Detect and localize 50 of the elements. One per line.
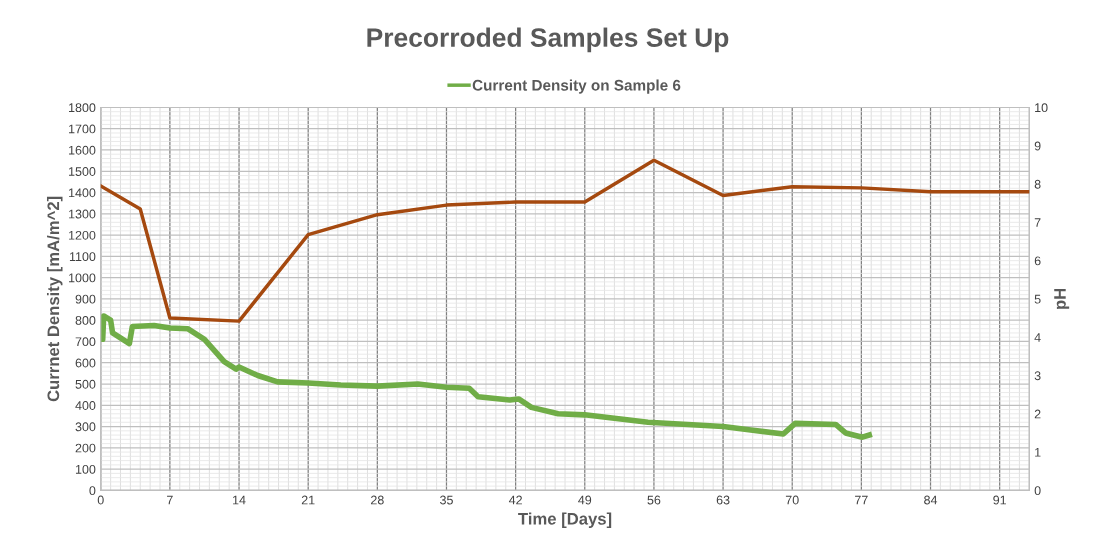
y-tick-label: 200 [75,443,96,453]
chart-title: Precorroded Samples Set Up [367,27,729,53]
y-tick-label: 1300 [69,209,96,219]
x-tick-label: 28 [371,495,384,505]
y2-tick-label: 9 [1034,141,1041,151]
x-tick-label: 49 [578,495,592,505]
y2-tick-label: 2 [1034,409,1041,419]
line-series [100,158,1030,323]
x-tick-label: 84 [924,495,938,505]
y-tick-label: 600 [75,358,96,368]
y2-tick-label: 0 [1034,486,1041,496]
y2-tick-label: 1 [1035,448,1041,457]
y-tick-label: 0 [89,486,96,496]
x-tick-label: 42 [508,495,522,505]
x-tick-label: 7 [167,495,173,505]
y-tick-label: 1800 [69,103,96,113]
x-tick-label: 77 [855,495,868,505]
y-tick-label: 100 [75,464,96,474]
y2-tick-label: 7 [1034,218,1041,227]
y-tick-label: 1200 [69,230,96,240]
x-tick-label: 70 [785,495,799,505]
x-axis-title: Time [Days] [518,512,612,528]
y-tick-label: 300 [75,422,96,432]
y-tick-label: 400 [75,401,96,410]
y-tick-label: 1400 [69,188,96,198]
y-axis-title: Currnet Density [mA/m^2] [46,196,63,402]
y-tick-label: 1600 [69,145,96,155]
x-tick-label: 0 [97,495,104,505]
y2-tick-label: 4 [1034,333,1041,342]
y2-tick-label: 10 [1035,103,1048,113]
y2-tick-label: 8 [1034,179,1041,189]
legend-label: Current Density on Sample 6 [472,79,681,94]
x-tick-label: 14 [233,495,246,505]
x-tick-label: 63 [716,495,730,505]
x-tick-label: 21 [301,495,315,505]
y-tick-label: 500 [75,379,96,389]
y-tick-label: 900 [75,294,96,304]
x-tick-label: 56 [647,495,661,505]
x-tick-label: 91 [993,495,1007,505]
y2-tick-label: 3 [1034,371,1041,381]
x-tick-label: 35 [440,495,453,505]
y-tick-label: 1000 [69,273,96,283]
y-tick-label: 1700 [69,124,96,134]
y2-tick-label: 6 [1034,256,1041,266]
y-tick-label: 1100 [69,252,96,262]
y-tick-label: 800 [75,315,96,325]
y2-tick-label: 5 [1034,294,1041,304]
y-tick-label: 700 [75,337,96,347]
y2-axis-title: pH [1054,288,1070,309]
y-tick-label: 1500 [69,167,96,176]
